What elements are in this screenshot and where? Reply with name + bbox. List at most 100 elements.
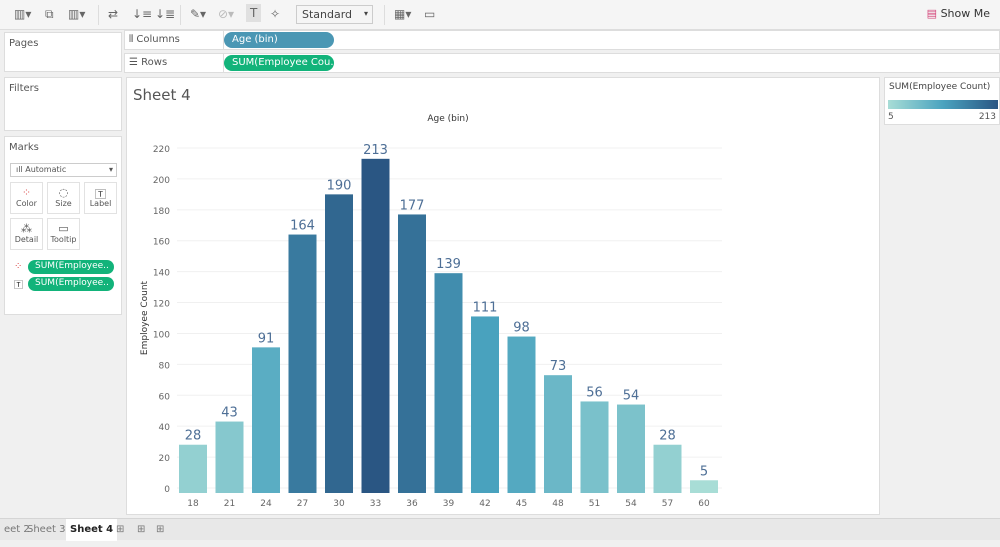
label-measure-pill[interactable]: SUM(Employee.. bbox=[28, 277, 114, 291]
y-tick-label: 80 bbox=[159, 361, 171, 371]
pin-icon[interactable]: ✧ bbox=[270, 7, 281, 21]
detail-card[interactable]: ⁂ Detail bbox=[10, 218, 43, 250]
y-tick-label: 140 bbox=[153, 269, 170, 279]
sort-descending-icon[interactable]: ↓≣ bbox=[155, 7, 176, 21]
presentation-icon[interactable]: ▭ bbox=[424, 7, 436, 21]
new-worksheet-icon[interactable]: ▥▾ bbox=[14, 7, 32, 21]
new-worksheet-icon[interactable]: ⊞ bbox=[116, 524, 125, 535]
bar bbox=[179, 444, 207, 493]
age-bin-pill[interactable]: Age (bin) bbox=[224, 32, 334, 48]
label-card[interactable]: 🅃 Label bbox=[84, 182, 117, 214]
data-label: 164 bbox=[290, 219, 315, 234]
color-measure-pill[interactable]: SUM(Employee.. bbox=[28, 260, 114, 274]
data-label: 177 bbox=[400, 198, 425, 213]
tooltip-icon: ▭ bbox=[58, 222, 69, 235]
x-tick-label: 39 bbox=[443, 499, 455, 509]
marks-title: Marks bbox=[9, 142, 39, 153]
x-tick-label: 21 bbox=[224, 499, 235, 509]
color-dots-icon: ⁘ bbox=[21, 186, 32, 199]
color-dots-icon: ⁘ bbox=[14, 261, 23, 272]
new-dashboard-icon[interactable]: ⊞ bbox=[137, 524, 146, 535]
show-me-button[interactable]: ▤ Show Me bbox=[927, 7, 990, 20]
bar bbox=[325, 194, 353, 493]
data-label: 54 bbox=[623, 389, 640, 404]
data-label: 190 bbox=[327, 178, 352, 193]
y-tick-label: 120 bbox=[153, 300, 170, 310]
highlight-icon[interactable]: ✎▾ bbox=[190, 7, 207, 21]
columns-text: Columns bbox=[136, 34, 180, 45]
size-icon: ◌ bbox=[58, 186, 69, 199]
rows-shelf[interactable]: ☰ Rows SUM(Employee Cou.. bbox=[124, 53, 1000, 73]
legend-min: 5 bbox=[888, 112, 894, 122]
new-story-icon[interactable]: ⊞ bbox=[156, 524, 165, 535]
mark-type-select[interactable]: ıll Automatic ▾ bbox=[10, 163, 117, 177]
bar bbox=[580, 401, 609, 493]
x-tick-label: 42 bbox=[479, 499, 490, 509]
x-tick-label: 24 bbox=[260, 499, 272, 509]
legend-max: 213 bbox=[978, 112, 996, 122]
x-tick-label: 30 bbox=[333, 499, 345, 509]
bar bbox=[215, 421, 244, 493]
x-tick-label: 18 bbox=[187, 499, 199, 509]
clear-sheet-icon[interactable]: ▥▾ bbox=[68, 7, 86, 21]
pages-shelf[interactable]: Pages bbox=[4, 32, 122, 72]
data-label: 43 bbox=[221, 406, 238, 421]
fit-select-value: Standard bbox=[302, 8, 353, 21]
x-tick-label: 51 bbox=[589, 499, 600, 509]
sort-ascending-icon[interactable]: ↓≡ bbox=[132, 7, 153, 21]
toolbar: ▥▾ ⧉ ▥▾ ⇄ ↓≡ ↓≣ ✎▾ ⊘▾ T ✧ Standard ▾ ▦▾ ▭… bbox=[0, 0, 1000, 30]
employee-count-pill[interactable]: SUM(Employee Cou.. bbox=[224, 55, 334, 71]
card-label: Size bbox=[55, 199, 72, 208]
tab-sheet-2[interactable]: eet 2 bbox=[4, 524, 30, 535]
swap-icon[interactable]: ⇄ bbox=[108, 7, 119, 21]
group-icon[interactable]: ⊘▾ bbox=[218, 7, 235, 21]
pages-title: Pages bbox=[9, 38, 39, 49]
show-me-label: Show Me bbox=[940, 7, 990, 20]
tooltip-card[interactable]: ▭ Tooltip bbox=[47, 218, 80, 250]
bar bbox=[361, 158, 390, 493]
bar bbox=[544, 375, 572, 493]
size-card[interactable]: ◌ Size bbox=[47, 182, 80, 214]
duplicate-sheet-icon[interactable]: ⧉ bbox=[45, 7, 54, 21]
y-tick-label: 0 bbox=[164, 485, 170, 495]
sheet-title: Sheet 4 bbox=[133, 86, 191, 104]
y-tick-label: 100 bbox=[153, 330, 170, 340]
bar bbox=[507, 336, 536, 493]
bar bbox=[617, 404, 645, 493]
filters-shelf[interactable]: Filters bbox=[4, 77, 122, 131]
data-label: 28 bbox=[185, 429, 202, 444]
bar bbox=[690, 480, 718, 493]
color-legend: SUM(Employee Count) 5 213 bbox=[884, 77, 1000, 125]
card-label: Color bbox=[16, 199, 37, 208]
bar bbox=[252, 347, 280, 493]
y-tick-label: 220 bbox=[153, 145, 170, 155]
color-card[interactable]: ⁘ Color bbox=[10, 182, 43, 214]
x-tick-label: 33 bbox=[370, 499, 381, 509]
y-tick-label: 200 bbox=[153, 176, 170, 186]
filters-title: Filters bbox=[9, 83, 39, 94]
show-cards-icon[interactable]: ▦▾ bbox=[394, 7, 412, 21]
card-label: Tooltip bbox=[50, 235, 77, 244]
x-tick-label: 57 bbox=[662, 499, 673, 509]
marks-card: Marks ıll Automatic ▾ ⁘ Color ◌ Size 🅃 Label… bbox=[4, 136, 122, 315]
card-label: Label bbox=[89, 199, 112, 208]
data-label: 213 bbox=[363, 143, 388, 158]
chevron-down-icon: ▾ bbox=[108, 165, 113, 174]
show-labels-icon[interactable]: T bbox=[246, 4, 262, 22]
fit-select[interactable]: Standard ▾ bbox=[296, 5, 373, 24]
data-label: 56 bbox=[586, 385, 603, 400]
x-tick-label: 54 bbox=[625, 499, 637, 509]
detail-icon: ⁂ bbox=[21, 222, 32, 235]
tab-sheet-4[interactable]: Sheet 4 bbox=[66, 519, 118, 541]
legend-title: SUM(Employee Count) bbox=[889, 82, 991, 92]
y-axis-label: Employee Count bbox=[140, 280, 150, 355]
x-tick-label: 36 bbox=[406, 499, 418, 509]
columns-shelf[interactable]: ⫴ Columns Age (bin) bbox=[124, 30, 1000, 50]
data-label: 73 bbox=[550, 359, 567, 374]
y-tick-label: 180 bbox=[153, 207, 170, 217]
rows-label: ☰ Rows bbox=[129, 57, 168, 68]
data-label: 111 bbox=[473, 300, 498, 315]
data-label: 5 bbox=[700, 464, 708, 479]
y-tick-label: 40 bbox=[159, 423, 171, 433]
tab-sheet-3[interactable]: Sheet 3 bbox=[27, 524, 66, 535]
